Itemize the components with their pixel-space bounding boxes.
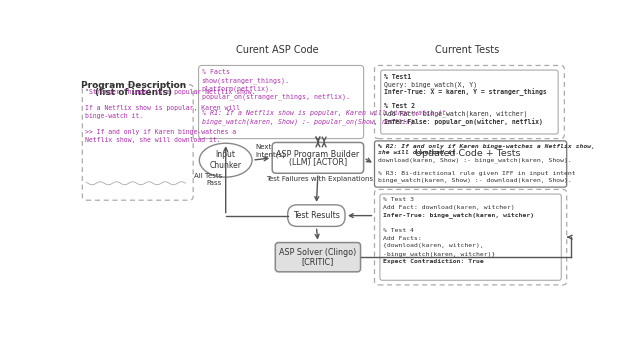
FancyBboxPatch shape [275,243,360,272]
Text: Add Facts:: Add Facts: [383,236,422,241]
Text: Netflix show, she will download it.: Netflix show, she will download it. [85,137,221,143]
Text: % Test1: % Test1 [384,74,411,80]
Ellipse shape [199,143,252,177]
Text: % Facts: % Facts [202,69,230,75]
Text: "Stranger Things" is a popular Netflix show.: "Stranger Things" is a popular Netflix s… [85,89,256,95]
FancyBboxPatch shape [381,70,558,134]
FancyBboxPatch shape [374,141,566,187]
Text: % R2: If and only if Karen binge-watches a Netflix show,
she will download it.: % R2: If and only if Karen binge-watches… [378,144,595,155]
Text: (list of intents): (list of intents) [95,88,172,97]
Text: Input
Chunker: Input Chunker [210,150,242,170]
Text: download(karen, Show) :- binge_watch(karen, Show).

% R3: Bi-directional rule gi: download(karen, Show) :- binge_watch(kar… [378,158,575,183]
Text: Query: binge_watch(X, Y): Query: binge_watch(X, Y) [384,81,477,88]
Text: Infer-True: X = karen, Y = stranger_things: Infer-True: X = karen, Y = stranger_thin… [384,89,547,96]
Text: -binge_watch(karen, witcher)}: -binge_watch(karen, witcher)} [383,251,495,257]
Text: Curent ASP Code: Curent ASP Code [236,46,319,55]
Text: {download(karen, witcher),: {download(karen, witcher), [383,243,484,248]
Text: Infer-True: binge_watch(karen, witcher): Infer-True: binge_watch(karen, witcher) [383,213,534,219]
Text: (LLM) [ACTOR]: (LLM) [ACTOR] [289,158,347,167]
Text: Infer-False: popular_on(witcher, netflix): Infer-False: popular_on(witcher, netflix… [384,118,543,126]
Text: Add Fact: binge_watch(karen, witcher): Add Fact: binge_watch(karen, witcher) [384,110,527,117]
Text: Updated Code + Tests: Updated Code + Tests [415,149,520,158]
Text: binge_watch(karen, Show) :- popular_on(Show, netflix).: binge_watch(karen, Show) :- popular_on(S… [202,118,418,125]
Text: Expect Contradiction: True: Expect Contradiction: True [383,259,484,264]
Text: Next
Intent(s): Next Intent(s) [255,144,285,158]
FancyBboxPatch shape [288,205,345,226]
Text: % Test 3: % Test 3 [383,197,414,202]
FancyBboxPatch shape [374,190,566,285]
FancyBboxPatch shape [374,65,564,139]
Text: Test Results: Test Results [293,211,340,220]
Text: platform(netflix).: platform(netflix). [202,85,274,92]
FancyBboxPatch shape [198,65,364,139]
Text: ASP Solver (Clingo): ASP Solver (Clingo) [279,248,356,257]
FancyBboxPatch shape [272,143,364,173]
Text: Current Tests: Current Tests [435,46,500,55]
Text: show(stranger_things).: show(stranger_things). [202,77,290,84]
FancyBboxPatch shape [83,85,193,200]
Text: ASP Program Builder: ASP Program Builder [276,150,360,158]
Text: >> If and only if Karen binge-watches a: >> If and only if Karen binge-watches a [85,129,237,135]
Text: Program Description: Program Description [81,81,186,90]
Text: popular_on(stranger_things, netflix).: popular_on(stranger_things, netflix). [202,94,349,100]
Text: [CRITIC]: [CRITIC] [301,257,334,266]
Text: % R1: If a Netflix show is popular, Karen will binge-watch it.: % R1: If a Netflix show is popular, Kare… [202,110,450,116]
Text: If a Netflix show is popular, Karen will: If a Netflix show is popular, Karen will [85,105,241,111]
Text: Test Failures with Explanations: Test Failures with Explanations [266,175,373,181]
Text: Add Fact: download(karen, witcher): Add Fact: download(karen, witcher) [383,205,515,210]
Text: % Test 4: % Test 4 [383,228,414,233]
Text: % Test 2: % Test 2 [384,103,415,109]
Text: All Tests
Pass: All Tests Pass [193,173,222,186]
FancyBboxPatch shape [380,194,561,280]
Text: binge-watch it.: binge-watch it. [85,113,143,119]
